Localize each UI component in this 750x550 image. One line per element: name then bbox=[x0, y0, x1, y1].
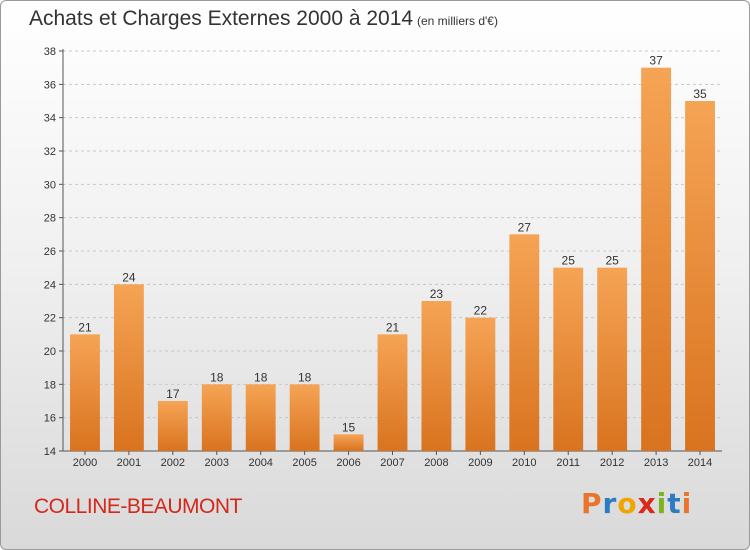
bar-2011 bbox=[553, 267, 584, 451]
logo-letter: r bbox=[602, 487, 618, 520]
y-tick-label: 18 bbox=[44, 379, 56, 391]
y-tick-label: 16 bbox=[44, 413, 56, 425]
bar-2005 bbox=[289, 384, 320, 451]
data-label-2006: 15 bbox=[342, 420, 356, 434]
x-tick-label-2004: 2004 bbox=[248, 457, 272, 469]
chart-title: Achats et Charges Externes 2000 à 2014 bbox=[29, 7, 414, 30]
y-tick-label: 28 bbox=[44, 213, 56, 225]
chart-subtitle: (en milliers d'€) bbox=[417, 14, 498, 28]
proxiti-logo: Proxiti bbox=[581, 487, 692, 520]
bar-2004 bbox=[245, 384, 276, 451]
y-tick-label: 38 bbox=[44, 46, 56, 58]
bar-2008 bbox=[421, 301, 452, 451]
data-label-2000: 21 bbox=[78, 320, 92, 334]
data-label-2012: 25 bbox=[605, 254, 619, 268]
bar-2003 bbox=[201, 384, 232, 451]
x-tick-label-2008: 2008 bbox=[424, 457, 448, 469]
logo-letter: i bbox=[656, 487, 668, 520]
data-label-2008: 23 bbox=[430, 287, 444, 301]
bar-2012 bbox=[597, 267, 628, 451]
x-tick-label-2001: 2001 bbox=[117, 457, 141, 469]
x-tick-label-2005: 2005 bbox=[292, 457, 316, 469]
y-tick-label: 34 bbox=[44, 113, 56, 125]
bar-2014 bbox=[685, 101, 715, 451]
data-labels: 21 24 17 18 18 18 15 21 23 22 27 25 25 37 35 bbox=[78, 54, 707, 435]
logo-letter: P bbox=[581, 487, 603, 520]
data-label-2003: 18 bbox=[210, 370, 224, 384]
bars bbox=[70, 67, 715, 452]
logo-letter: o bbox=[617, 487, 638, 520]
x-tick-label-2014: 2014 bbox=[688, 457, 712, 469]
data-label-2010: 27 bbox=[518, 220, 532, 234]
data-label-2004: 18 bbox=[254, 370, 268, 384]
data-label-2011: 25 bbox=[562, 254, 576, 268]
data-label-2002: 17 bbox=[166, 387, 180, 401]
data-label-2014: 35 bbox=[693, 87, 707, 101]
y-tick-label: 24 bbox=[44, 279, 56, 291]
bar-2010 bbox=[509, 234, 540, 451]
bar-2002 bbox=[157, 401, 188, 451]
x-tick-label-2012: 2012 bbox=[600, 457, 624, 469]
x-tick-label-2006: 2006 bbox=[336, 457, 360, 469]
data-label-2007: 21 bbox=[386, 320, 400, 334]
logo-letter: x bbox=[637, 487, 657, 520]
x-tick-label-2013: 2013 bbox=[644, 457, 668, 469]
y-tick-label: 26 bbox=[44, 246, 56, 258]
x-tick-label-2011: 2011 bbox=[556, 457, 580, 469]
bar-2001 bbox=[113, 284, 144, 451]
x-tick-label-2000: 2000 bbox=[73, 457, 97, 469]
x-tick-label-2003: 2003 bbox=[205, 457, 229, 469]
x-tick-label-2009: 2009 bbox=[468, 457, 492, 469]
data-label-2001: 24 bbox=[122, 270, 136, 284]
x-tick-label-2010: 2010 bbox=[512, 457, 536, 469]
bar-2000 bbox=[70, 334, 100, 451]
y-tick-label: 14 bbox=[44, 446, 56, 458]
y-tick-label: 32 bbox=[44, 146, 56, 158]
bar-2007 bbox=[377, 334, 408, 451]
bar-2009 bbox=[465, 317, 496, 451]
y-tick-label: 30 bbox=[44, 179, 56, 191]
data-label-2009: 22 bbox=[474, 304, 488, 318]
y-tick-label: 22 bbox=[44, 313, 56, 325]
x-tick-label-2007: 2007 bbox=[380, 457, 404, 469]
bar-2006 bbox=[333, 434, 364, 451]
logo-letter: t bbox=[667, 487, 682, 520]
bar-2013 bbox=[641, 67, 672, 452]
data-label-2013: 37 bbox=[649, 54, 663, 68]
axes: 14 16 18 20 22 24 26 28 30 32 34 36 38 2000 2001 2002 20… bbox=[44, 46, 722, 469]
y-tick-label: 36 bbox=[44, 79, 56, 91]
logo-letter: i bbox=[681, 487, 693, 520]
y-tick-label: 20 bbox=[44, 346, 56, 358]
location-name: COLLINE-BEAUMONT bbox=[34, 495, 242, 518]
x-tick-label-2002: 2002 bbox=[161, 457, 185, 469]
data-label-2005: 18 bbox=[298, 370, 312, 384]
